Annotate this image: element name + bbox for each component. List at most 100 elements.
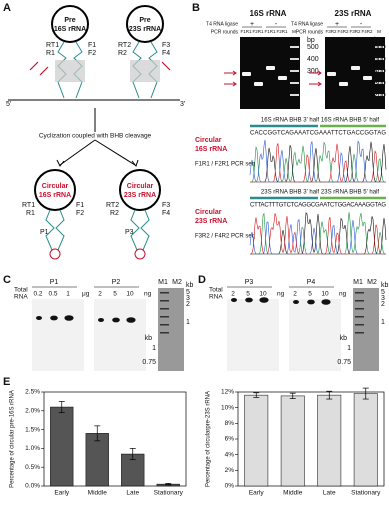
- label: ng: [144, 291, 152, 298]
- label: M2: [367, 279, 377, 286]
- circ-label: 23S rRNA: [124, 192, 156, 199]
- bhb-loop: [134, 248, 146, 260]
- panel-label: B: [192, 2, 200, 14]
- label: RNA: [14, 294, 28, 301]
- primer: RT1: [22, 202, 35, 209]
- label: CTTACTTTGTCTCAGGCGAATCTGGACAAAGGTAG: [250, 203, 386, 209]
- primer: R2: [110, 210, 119, 217]
- label: 1: [186, 319, 190, 326]
- y-tick-label: 2.0%: [25, 408, 40, 415]
- label: P2: [112, 279, 121, 286]
- circ-label: Circular: [127, 183, 154, 190]
- label: F2R1: [276, 29, 288, 34]
- label: RNA: [209, 294, 223, 301]
- label: 10: [126, 291, 134, 298]
- p-label: P3: [125, 229, 134, 236]
- label: 500: [307, 44, 319, 51]
- blot-band: [245, 297, 253, 303]
- label: 1: [347, 345, 351, 352]
- marker-band: [160, 316, 169, 318]
- marker-band: [355, 316, 364, 318]
- band: [266, 66, 275, 70]
- label: bp: [307, 37, 315, 44]
- trace: [250, 141, 387, 183]
- label: M: [377, 29, 381, 34]
- label: kb: [145, 335, 153, 342]
- label: F4R2: [361, 29, 373, 34]
- pre-label: Pre: [139, 17, 150, 24]
- label: ng: [339, 291, 347, 298]
- label: 23S rRNA: [335, 9, 372, 18]
- label: F3R2: [349, 29, 361, 34]
- pre-label: 23S rRNA: [129, 26, 161, 33]
- label: 16S rRNA: [195, 146, 227, 153]
- primer: R2: [118, 50, 127, 57]
- band: [339, 82, 348, 86]
- y-tick-label: 12%: [221, 389, 234, 396]
- label: 200: [374, 92, 386, 99]
- primer: F2: [88, 50, 96, 57]
- label: 2: [186, 301, 190, 308]
- blot-image: [32, 299, 84, 371]
- panel-b: B: [192, 2, 200, 14]
- blot-band: [98, 318, 104, 322]
- label: kb: [340, 335, 348, 342]
- label: 16S rRNA BHB 5' half: [321, 118, 380, 124]
- bhb-box: [130, 60, 160, 82]
- bar: [280, 395, 305, 487]
- label: 10: [259, 291, 267, 298]
- blot-image: [289, 299, 341, 371]
- pre-rna-loop: [51, 5, 89, 43]
- panel-a: A Pre 16S rRNA Pre 23S rRNA 5' 3' RT1 R1…: [3, 2, 185, 260]
- bar: [317, 394, 342, 487]
- x-tick-label: Late: [323, 490, 336, 497]
- label: P4: [307, 279, 316, 286]
- y-tick-label: 2%: [225, 467, 235, 474]
- label: 5: [246, 291, 250, 298]
- label: 3: [186, 295, 190, 302]
- ladder-band: [290, 58, 299, 60]
- red-arrow: [224, 70, 237, 87]
- marker-band: [160, 332, 169, 334]
- bar: [50, 406, 74, 487]
- label: 23S rRNA BHB 5' half: [321, 190, 380, 196]
- x-tick-label: Middle: [283, 490, 303, 497]
- label: 5: [113, 291, 117, 298]
- arrowhead: [56, 159, 139, 168]
- label: μg: [82, 291, 90, 298]
- panel-label: C: [3, 274, 11, 286]
- y-tick-label: 6%: [225, 436, 235, 443]
- bar: [244, 394, 269, 487]
- marker-image: [353, 288, 379, 371]
- y-axis-title: Percentage of circularpre-23S rRNA: [206, 391, 212, 487]
- pre-label: 16S rRNA: [54, 26, 86, 33]
- bhb-loop: [49, 248, 61, 260]
- marker-band: [355, 300, 364, 302]
- label: T4 RNA ligase: [206, 21, 238, 27]
- primer: RT2: [118, 42, 131, 49]
- label: 1: [152, 345, 156, 352]
- band: [327, 72, 336, 76]
- red-arrow: [309, 70, 322, 87]
- band: [363, 76, 372, 80]
- label: 1: [381, 319, 385, 326]
- label: 16S rRNA BHB 3' half: [261, 118, 320, 124]
- label: 300: [307, 68, 319, 75]
- y-axis-title: Percentage of circular pre-16S rRNA: [10, 390, 16, 488]
- label: M1: [158, 279, 168, 286]
- primer: R1: [46, 50, 55, 57]
- primer: F4: [162, 50, 170, 57]
- label: F3R2: [325, 29, 337, 34]
- label: 23S rRNA: [195, 218, 227, 225]
- ladder-band: [375, 82, 384, 84]
- x-tick-label: Stationary: [154, 490, 184, 497]
- plot-frame: [43, 391, 187, 487]
- ladder-band: [375, 70, 384, 72]
- ladder-band: [290, 70, 299, 72]
- bar: [353, 393, 378, 487]
- primer: F2: [76, 210, 84, 217]
- label: M2: [172, 279, 182, 286]
- ladder-band: [375, 58, 384, 60]
- primer: F4: [162, 210, 170, 217]
- primer: F1: [88, 42, 96, 49]
